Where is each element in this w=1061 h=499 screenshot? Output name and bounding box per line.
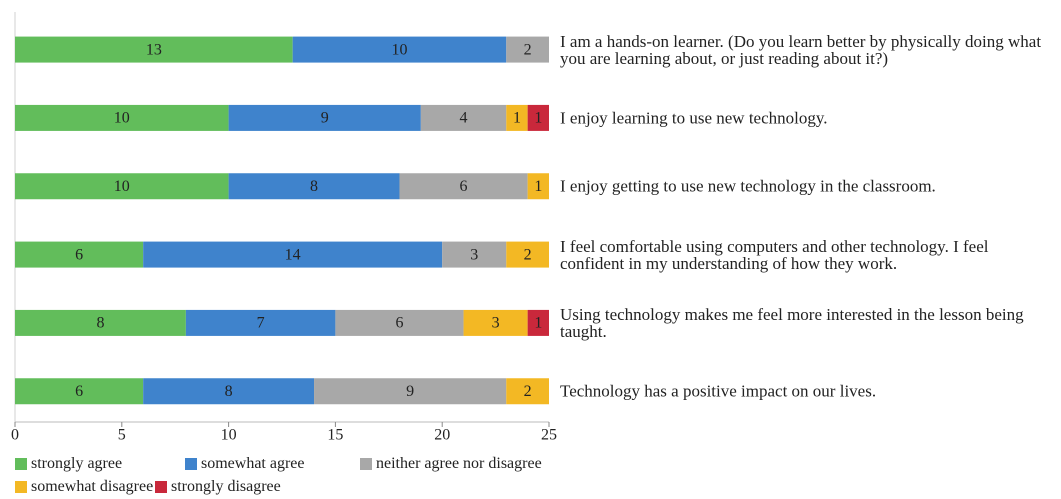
data-label: 9 xyxy=(406,383,414,400)
data-label: 10 xyxy=(114,178,130,195)
bar-segment xyxy=(420,104,507,131)
data-label: 1 xyxy=(534,315,542,332)
legend-swatch xyxy=(15,481,27,493)
legend-label: neither agree nor disagree xyxy=(376,455,542,472)
category-label: I enjoy getting to use new technology in… xyxy=(560,176,936,196)
bar-segment xyxy=(314,378,507,405)
legend-item: strongly agree xyxy=(15,455,122,473)
data-label: 10 xyxy=(391,41,407,58)
data-label: 4 xyxy=(460,110,468,127)
legend-swatch xyxy=(15,458,27,470)
data-label: 1 xyxy=(534,110,542,127)
data-label: 7 xyxy=(257,315,265,332)
category-label: Using technology makes me feel more inte… xyxy=(560,304,1024,341)
bar-segment xyxy=(527,173,549,200)
data-label: 8 xyxy=(225,383,233,400)
bar-segment xyxy=(228,104,421,131)
bar-segment xyxy=(143,378,315,405)
data-label: 6 xyxy=(395,315,403,332)
legend-item: neither agree nor disagree xyxy=(360,455,542,473)
legend-label: somewhat agree xyxy=(201,455,305,472)
data-label: 1 xyxy=(513,110,521,127)
bar-segment xyxy=(442,241,507,268)
data-label: 2 xyxy=(524,41,532,58)
category-label: Technology has a positive impact on our … xyxy=(560,381,877,401)
category-label: I enjoy learning to use new technology. xyxy=(560,108,828,128)
x-tick-label: 10 xyxy=(221,427,237,444)
bar-segment xyxy=(15,378,144,405)
x-tick-label: 15 xyxy=(327,427,343,444)
bar-segment xyxy=(527,309,549,336)
data-label: 1 xyxy=(534,178,542,195)
data-label: 9 xyxy=(321,110,329,127)
data-label: 10 xyxy=(114,110,130,127)
category-label: I am a hands-on learner. (Do you learn b… xyxy=(560,31,1042,68)
legend-swatch xyxy=(185,458,197,470)
bar-segment xyxy=(143,241,443,268)
bar-segment xyxy=(335,309,464,336)
legend-swatch xyxy=(155,481,167,493)
bar-segment xyxy=(506,241,549,268)
data-label: 6 xyxy=(460,178,468,195)
legend-label: strongly agree xyxy=(31,455,123,472)
data-label: 2 xyxy=(524,246,532,263)
data-label: 2 xyxy=(524,383,532,400)
data-label: 13 xyxy=(146,41,162,58)
legend-item: strongly disagree xyxy=(155,478,281,496)
category-label: I feel comfortable using computers and o… xyxy=(560,236,989,273)
bar-segment xyxy=(185,309,336,336)
x-tick-label: 5 xyxy=(118,427,126,444)
bar-segment xyxy=(506,36,549,63)
data-label: 3 xyxy=(492,315,500,332)
legend-item: somewhat disagree xyxy=(15,478,153,496)
bar-segment xyxy=(463,309,528,336)
bar-segment xyxy=(15,173,229,200)
bar-segment xyxy=(506,378,549,405)
legend-swatch xyxy=(360,458,372,470)
data-label: 8 xyxy=(96,315,104,332)
data-label: 8 xyxy=(310,178,318,195)
x-tick-label: 20 xyxy=(434,427,450,444)
bar-segment xyxy=(292,36,507,63)
bar-segment xyxy=(506,104,528,131)
bar-segment xyxy=(15,241,144,268)
data-label: 6 xyxy=(75,383,83,400)
x-tick-label: 25 xyxy=(541,427,557,444)
bar-segment xyxy=(527,104,549,131)
data-label: 6 xyxy=(75,246,83,263)
bar-segment xyxy=(228,173,400,200)
legend-label: strongly disagree xyxy=(171,478,281,495)
legend-item: somewhat agree xyxy=(185,455,305,473)
data-label: 14 xyxy=(285,246,301,263)
x-tick-label: 0 xyxy=(11,427,19,444)
bar-segment xyxy=(15,104,229,131)
bar-segment xyxy=(15,36,293,63)
bar-segment xyxy=(15,309,186,336)
legend-label: somewhat disagree xyxy=(31,478,154,495)
data-label: 3 xyxy=(470,246,478,263)
bar-segment xyxy=(399,173,528,200)
